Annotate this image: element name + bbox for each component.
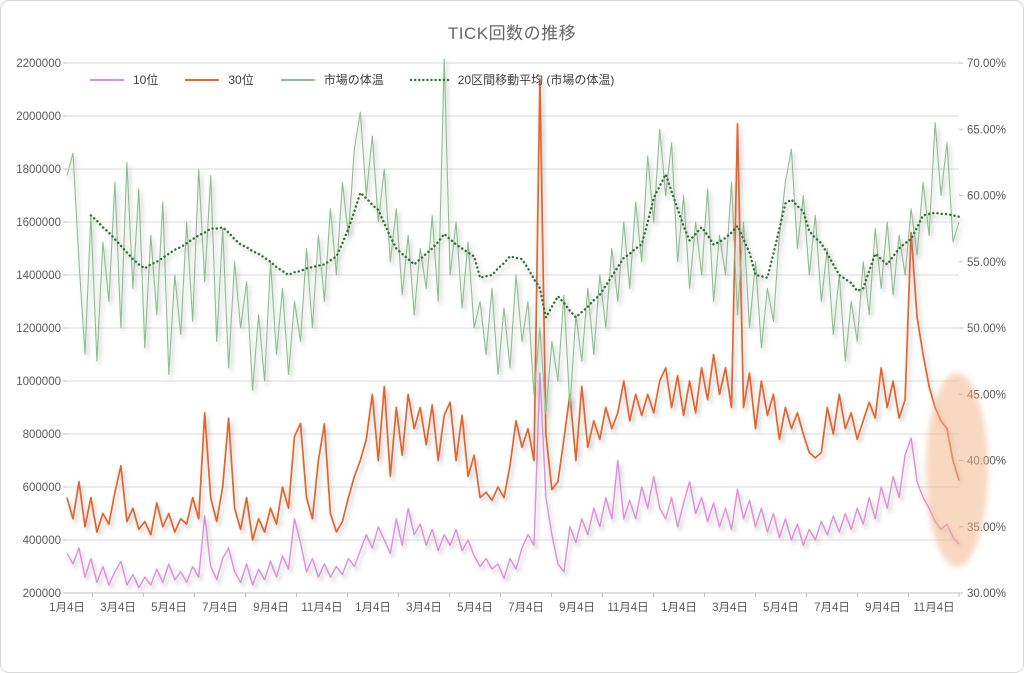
y-left-tick-label: 1200000 xyxy=(16,323,61,335)
x-tick-label: 7月4日 xyxy=(202,602,238,614)
legend-item-moving-average[interactable]: 20区間移動平均 (市場の体温) xyxy=(409,71,615,88)
series-line-3[interactable] xyxy=(89,173,961,319)
x-tick-label: 11月4日 xyxy=(301,602,342,614)
y-left-tick-label: 2200000 xyxy=(16,58,61,70)
legend-swatch-moving-average-line xyxy=(409,78,450,81)
x-tick-label: 9月4日 xyxy=(253,602,289,614)
legend-item-30th[interactable]: 30位 xyxy=(184,71,254,88)
legend-swatch-market-temp-line xyxy=(280,78,315,81)
series-line-2[interactable] xyxy=(66,58,960,415)
y-left-tick-label: 400000 xyxy=(23,535,61,547)
x-tick-label: 3月4日 xyxy=(406,602,442,614)
series-line-1[interactable] xyxy=(66,78,960,541)
y-left-tick-label: 1000000 xyxy=(16,376,61,388)
y-left-tick-label: 600000 xyxy=(23,482,61,494)
x-tick-label: 7月4日 xyxy=(508,602,544,614)
chart-title: TICK回数の推移 xyxy=(447,24,577,43)
x-tick-label: 11月4日 xyxy=(607,602,648,614)
y-left-tick-label: 1600000 xyxy=(16,217,61,229)
legend-label-market-temp: 市場の体温 xyxy=(323,73,384,87)
y-right-tick-label: 30.00% xyxy=(967,588,1006,600)
y-right-tick-label: 60.00% xyxy=(967,191,1006,203)
x-tick-label: 1月4日 xyxy=(661,602,697,614)
x-tick-label: 1月4日 xyxy=(49,602,85,614)
y-left-tick-label: 200000 xyxy=(23,588,61,600)
legend: 10位 30位 市場の体温 20区間移動平均 (市場の体温) xyxy=(89,71,614,88)
y-right-tick-label: 50.00% xyxy=(967,323,1006,335)
x-tick-label: 9月4日 xyxy=(559,602,595,614)
legend-label-moving-average: 20区間移動平均 (市場の体温) xyxy=(457,73,615,87)
y-right-tick-label: 70.00% xyxy=(967,58,1006,70)
x-tick-label: 5月4日 xyxy=(151,602,187,614)
legend-item-10th[interactable]: 10位 xyxy=(89,71,158,88)
x-tick-label: 5月4日 xyxy=(763,602,799,614)
y-left-tick-label: 2000000 xyxy=(16,111,61,123)
legend-item-market-temp[interactable]: 市場の体温 xyxy=(280,71,384,88)
y-left-tick-label: 1800000 xyxy=(16,164,61,176)
x-tick-label: 3月4日 xyxy=(100,602,136,614)
x-tick-label: 9月4日 xyxy=(865,602,901,614)
x-tick-label: 1月4日 xyxy=(355,602,391,614)
legend-swatch-30th-line xyxy=(185,78,220,81)
legend-swatch-10th-line xyxy=(90,78,124,81)
x-tick-label: 7月4日 xyxy=(814,602,850,614)
y-left-tick-label: 1400000 xyxy=(16,270,61,282)
y-right-tick-label: 55.00% xyxy=(967,257,1006,269)
series-line-0[interactable] xyxy=(66,372,960,589)
x-tick-label: 5月4日 xyxy=(457,602,493,614)
x-tick-label: 11月4日 xyxy=(913,602,954,614)
legend-label-30th: 30位 xyxy=(228,73,254,87)
y-right-tick-label: 65.00% xyxy=(967,124,1006,136)
legend-label-10th: 10位 xyxy=(133,73,159,87)
highlight-ellipse[interactable] xyxy=(926,373,988,567)
x-tick-label: 3月4日 xyxy=(712,602,748,614)
y-left-tick-label: 800000 xyxy=(23,429,61,441)
